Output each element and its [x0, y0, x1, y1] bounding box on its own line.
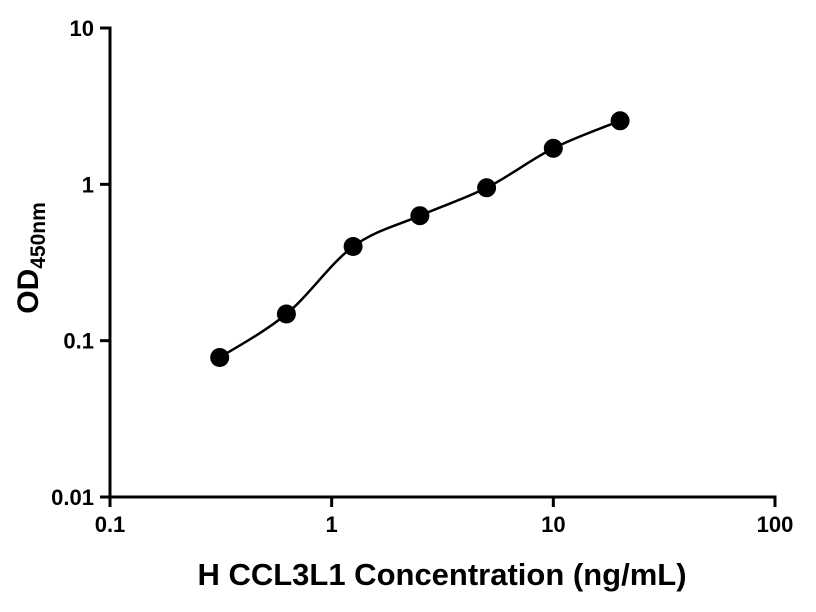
data-point-marker: [210, 348, 230, 367]
axes: [108, 26, 777, 499]
y-axis-title: OD450nm: [12, 202, 50, 314]
data-point-marker: [477, 178, 497, 198]
data-point-marker: [343, 237, 363, 256]
data-point-marker: [410, 206, 430, 226]
data-point-marker: [276, 304, 296, 324]
data-points: [210, 111, 630, 367]
data-point-marker: [610, 111, 630, 131]
x-tick-label: 1: [326, 512, 338, 537]
axis-spines: [108, 26, 777, 499]
y-tick-label: 0.01: [51, 485, 94, 510]
fit-curve-line: [219, 119, 621, 359]
y-axis-title-main: OD: [12, 269, 45, 314]
x-tick-label: 10: [541, 512, 565, 537]
x-tick-label: 0.1: [95, 512, 126, 537]
tick-marks: [100, 26, 777, 507]
data-point-marker: [543, 138, 563, 158]
x-tick-label: 100: [757, 512, 794, 537]
y-tick-label: 10: [70, 16, 94, 41]
y-tick-label: 0.1: [63, 329, 94, 354]
y-tick-label: 1: [82, 172, 94, 197]
x-axis-title: H CCL3L1 Concentration (ng/mL): [197, 557, 686, 592]
y-axis-title-subscript: 450nm: [27, 202, 50, 269]
